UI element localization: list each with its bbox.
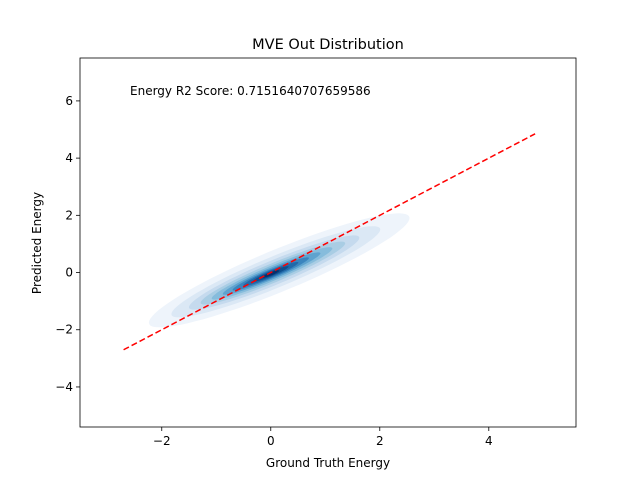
chart-title: MVE Out Distribution [252, 37, 404, 53]
x-tick-label: 2 [376, 434, 384, 448]
y-tick-label: −4 [55, 380, 73, 394]
x-axis-label: Ground Truth Energy [266, 456, 390, 470]
x-axis-ticks: −2 0 2 4 [153, 427, 493, 448]
reference-line [123, 133, 536, 351]
x-tick-label: 4 [485, 434, 493, 448]
r2-annotation: Energy R2 Score: 0.7151640707659586 [130, 84, 371, 98]
y-tick-label: 4 [65, 151, 73, 165]
y-tick-label: −2 [55, 323, 73, 337]
density-level-10 [262, 270, 280, 278]
x-tick-label: 0 [267, 434, 275, 448]
y-axis-label: Predicted Energy [30, 192, 44, 294]
plot-area [79, 57, 577, 428]
x-tick-label: −2 [153, 434, 171, 448]
y-tick-label: 2 [65, 208, 73, 222]
y-tick-label: 6 [65, 94, 73, 108]
y-tick-label: 0 [65, 266, 73, 280]
y-axis-ticks: −4 −2 0 2 4 6 [55, 94, 80, 394]
plot-frame [79, 57, 577, 428]
density-contours [148, 213, 410, 328]
